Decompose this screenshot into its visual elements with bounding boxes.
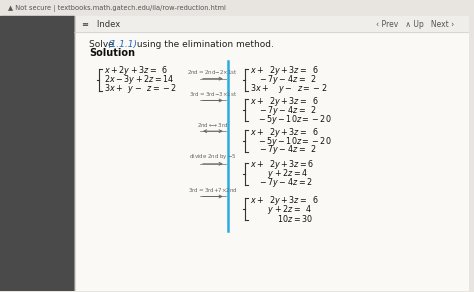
Text: $\mathrm{2nd}=\mathrm{2nd}{-}2{\times}\mathrm{1st}$: $\mathrm{2nd}=\mathrm{2nd}{-}2{\times}\m… <box>187 68 238 76</box>
Text: $\mathrm{3rd}=\mathrm{3rd}{+}7{\times}\mathrm{2nd}$: $\mathrm{3rd}=\mathrm{3rd}{+}7{\times}\m… <box>188 186 238 194</box>
Bar <box>0 1 469 16</box>
Text: $\quad -7y - 4z = 2$: $\quad -7y - 4z = 2$ <box>249 176 312 189</box>
Text: (1.1.1): (1.1.1) <box>107 39 137 48</box>
Text: $\quad -7y - 4z = \;\;2$: $\quad -7y - 4z = \;\;2$ <box>249 73 317 86</box>
Text: $x +\;\; 2y + 3z = 6$: $x +\;\; 2y + 3z = 6$ <box>249 158 314 171</box>
Text: $2x - 3y + 2z = 14$: $2x - 3y + 2z = 14$ <box>104 73 174 86</box>
Text: $x + 2y + 3z = \;\;6$: $x + 2y + 3z = \;\;6$ <box>104 64 168 77</box>
Text: $3x +\;\;\;\; y -\;\; z = -2$: $3x +\;\;\;\; y -\;\; z = -2$ <box>249 82 327 95</box>
Text: $x +\;\; 2y + 3z = \;\;6$: $x +\;\; 2y + 3z = \;\;6$ <box>249 64 318 77</box>
Text: using the elimination method.: using the elimination method. <box>134 39 273 48</box>
Text: $\quad\quad\; y + 2z = \;\;4$: $\quad\quad\; y + 2z = \;\;4$ <box>249 203 312 216</box>
Text: ‹ Prev   ∧ Up   Next ›: ‹ Prev ∧ Up Next › <box>376 20 455 29</box>
Text: $x +\;\; 2y + 3z = \;\;6$: $x +\;\; 2y + 3z = \;\;6$ <box>249 194 318 207</box>
Text: $x +\;\; 2y + 3z = \;\;6$: $x +\;\; 2y + 3z = \;\;6$ <box>249 126 318 139</box>
Text: $\quad\quad\; y + 2z = 4$: $\quad\quad\; y + 2z = 4$ <box>249 167 308 180</box>
Bar <box>74 16 469 32</box>
Text: Solve: Solve <box>89 39 117 48</box>
Text: $\;\;\; -5y - 10z = -20$: $\;\;\; -5y - 10z = -20$ <box>249 135 331 147</box>
Text: $\mathrm{2nd} \longleftrightarrow \mathrm{3rd}$: $\mathrm{2nd} \longleftrightarrow \mathr… <box>197 121 228 129</box>
Text: $\quad -7y - 4z = \;\;2$: $\quad -7y - 4z = \;\;2$ <box>249 104 317 117</box>
Text: $\mathrm{divide\;2nd\;by\;}{-5}$: $\mathrm{divide\;2nd\;by\;}{-5}$ <box>189 152 237 161</box>
Text: $\qquad\quad\;\; 10z = 30$: $\qquad\quad\;\; 10z = 30$ <box>249 213 313 224</box>
Text: ≡   Index: ≡ Index <box>82 20 120 29</box>
Text: $3x +\;\; y -\;\; z = -2$: $3x +\;\; y -\;\; z = -2$ <box>104 82 177 95</box>
Text: Solution: Solution <box>89 48 135 58</box>
Bar <box>74 32 469 291</box>
Bar <box>0 16 74 291</box>
Text: $\;\;\; -5y - 10z = -20$: $\;\;\; -5y - 10z = -20$ <box>249 113 331 126</box>
Text: $\quad -7y - 4z = \;\;2$: $\quad -7y - 4z = \;\;2$ <box>249 143 317 157</box>
Text: $\mathrm{3rd}=\mathrm{3rd}{-}3{\times}\mathrm{1st}$: $\mathrm{3rd}=\mathrm{3rd}{-}3{\times}\m… <box>189 90 237 98</box>
Text: $x +\;\; 2y + 3z = \;\;6$: $x +\;\; 2y + 3z = \;\;6$ <box>249 95 318 108</box>
Text: ▲ Not secure | textbooks.math.gatech.edu/ila/row-reduction.html: ▲ Not secure | textbooks.math.gatech.edu… <box>8 5 226 12</box>
